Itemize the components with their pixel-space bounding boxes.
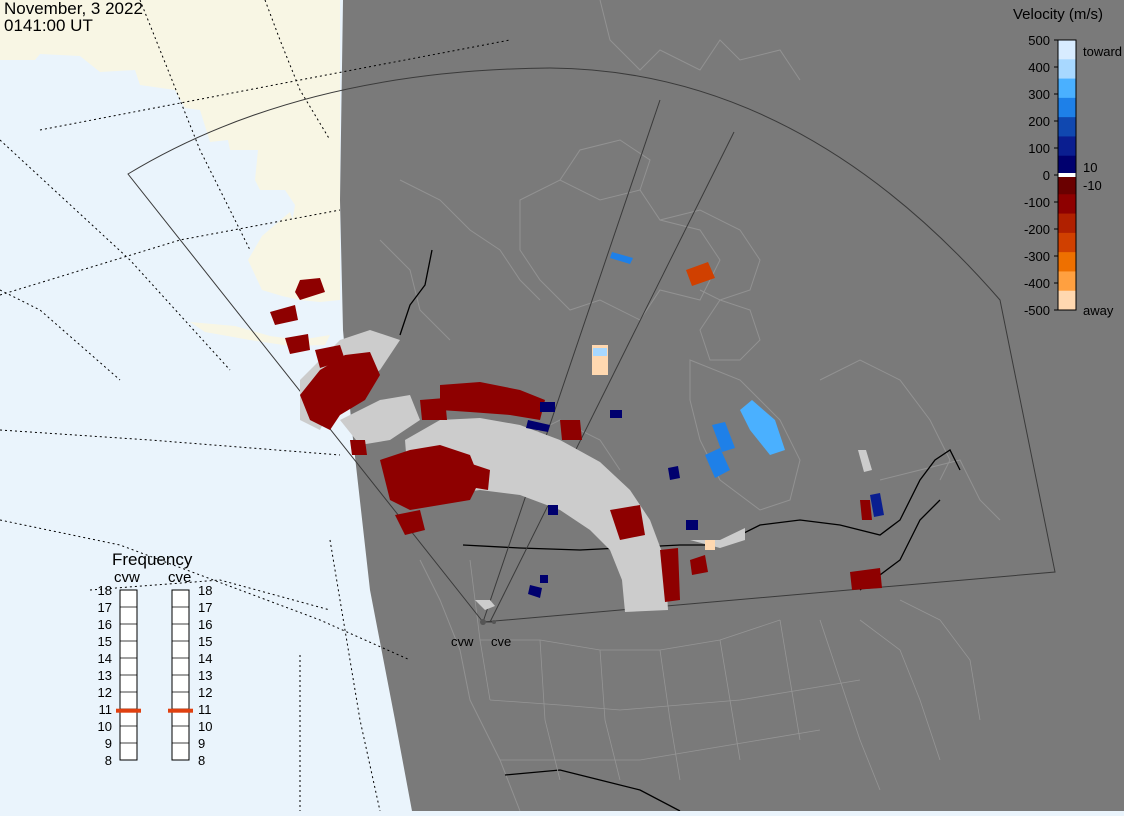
frequency-tick-label: 8 bbox=[198, 753, 205, 768]
frequency-tick-label: 12 bbox=[98, 685, 112, 700]
legend-swatch bbox=[1058, 155, 1076, 176]
vel-cell bbox=[548, 505, 558, 515]
legend-tick-label: -200 bbox=[1024, 222, 1050, 237]
legend-toward-label: toward bbox=[1083, 44, 1122, 59]
velocity-toward-cells bbox=[526, 252, 884, 598]
vel-cell bbox=[705, 448, 730, 478]
legend-tick-label: 100 bbox=[1028, 141, 1050, 156]
radar-site-cvw bbox=[480, 619, 486, 625]
frequency-tick-label: 16 bbox=[198, 617, 212, 632]
legend-swatch bbox=[1058, 271, 1076, 292]
legend-away-label: away bbox=[1083, 303, 1114, 318]
legend-swatch bbox=[1058, 97, 1076, 118]
frequency-tick-label: 11 bbox=[99, 702, 113, 717]
legend-tick-label: 0 bbox=[1043, 168, 1050, 183]
radar-label-cvw: cvw bbox=[451, 634, 474, 649]
frequency-title: Frequency bbox=[112, 550, 193, 569]
radar-label-cve: cve bbox=[491, 634, 511, 649]
legend-swatch bbox=[1058, 78, 1076, 99]
frequency-tick-label: 18 bbox=[98, 583, 112, 598]
vel-cell bbox=[668, 466, 680, 480]
frequency-radar-label-cvw: cvw bbox=[114, 569, 140, 586]
frequency-marker-cvw bbox=[116, 708, 141, 713]
velocity-legend: 500 400 300 200 100 0 -100 -200 -300 -400 -500 towa… bbox=[1024, 33, 1122, 318]
legend-swatch bbox=[1058, 136, 1076, 157]
legend-tick-label: -300 bbox=[1024, 249, 1050, 264]
legend-tick-label: -400 bbox=[1024, 276, 1050, 291]
legend-gap-negative: -10 bbox=[1083, 178, 1102, 193]
frequency-radar-label-cve: cve bbox=[168, 569, 191, 586]
frequency-tick-label: 12 bbox=[198, 685, 212, 700]
frequency-tick-label: 16 bbox=[98, 617, 112, 632]
vel-cell bbox=[610, 410, 622, 418]
state-borders bbox=[469, 559, 981, 791]
legend-tick-label: 300 bbox=[1028, 87, 1050, 102]
vel-cell bbox=[686, 262, 715, 286]
legend-tick-label: -500 bbox=[1024, 303, 1050, 318]
vel-cell bbox=[712, 422, 735, 452]
legend-swatch bbox=[1058, 252, 1076, 272]
frequency-tick-label: 15 bbox=[198, 634, 212, 649]
frequency-tick-label: 13 bbox=[98, 668, 112, 683]
vel-cell bbox=[686, 520, 698, 530]
frequency-panel: Frequency cvw cve 18 17 16 15 14 13 12 11 10 9 8 18… bbox=[98, 550, 213, 768]
time-label: 0141:00 UT bbox=[4, 16, 93, 35]
legend-swatch bbox=[1058, 232, 1076, 253]
frequency-tick-label: 13 bbox=[198, 668, 212, 683]
frequency-tick-label: 8 bbox=[105, 753, 112, 768]
legend-swatch bbox=[1058, 175, 1076, 195]
frequency-tick-label: 18 bbox=[198, 583, 212, 598]
frequency-tick-label: 17 bbox=[98, 600, 112, 615]
legend-swatch bbox=[1058, 213, 1076, 234]
legend-tick-label: 500 bbox=[1028, 33, 1050, 48]
graticule bbox=[0, 0, 511, 812]
night-region bbox=[340, 0, 1124, 811]
vel-cell bbox=[540, 402, 555, 412]
legend-swatch bbox=[1058, 290, 1076, 311]
frequency-tick-label: 11 bbox=[198, 702, 212, 717]
vel-cell bbox=[593, 348, 607, 356]
land-daylight bbox=[0, 0, 340, 300]
legend-swatch bbox=[1058, 117, 1076, 137]
velocity-away-cells bbox=[270, 278, 882, 602]
velocity-away-light-cells bbox=[592, 262, 715, 550]
radar-sites bbox=[480, 619, 496, 625]
legend-swatch bbox=[1058, 194, 1076, 215]
frequency-tick-label: 10 bbox=[198, 719, 212, 734]
vel-cell bbox=[610, 252, 633, 264]
legend-swatch bbox=[1058, 59, 1076, 80]
legend-tick-label: 200 bbox=[1028, 114, 1050, 129]
legend-swatch bbox=[1058, 40, 1076, 60]
frequency-marker-cve bbox=[168, 708, 193, 713]
vel-cell bbox=[705, 540, 715, 550]
frequency-tick-label: 10 bbox=[98, 719, 112, 734]
frequency-tick-label: 14 bbox=[198, 651, 212, 666]
legend-gap-positive: 10 bbox=[1083, 160, 1097, 175]
legend-tick-label: 400 bbox=[1028, 60, 1050, 75]
vel-cell bbox=[526, 420, 550, 432]
legend-title: Velocity (m/s) bbox=[1013, 6, 1104, 23]
frequency-tick-label: 14 bbox=[98, 651, 112, 666]
legend-tick-label: -100 bbox=[1024, 195, 1050, 210]
frequency-tick-label: 9 bbox=[105, 736, 112, 751]
legend-zero-gap bbox=[1058, 173, 1076, 177]
radar-site-cve bbox=[492, 620, 496, 624]
date-label: November, 3 2022 bbox=[4, 0, 143, 18]
frequency-tick-label: 9 bbox=[198, 736, 205, 751]
vel-cell bbox=[740, 400, 785, 455]
vel-cell bbox=[540, 575, 548, 583]
frequency-tick-label: 17 bbox=[198, 600, 212, 615]
vel-cell bbox=[528, 585, 542, 598]
vel-cell bbox=[870, 493, 884, 517]
frequency-tick-label: 15 bbox=[98, 634, 112, 649]
